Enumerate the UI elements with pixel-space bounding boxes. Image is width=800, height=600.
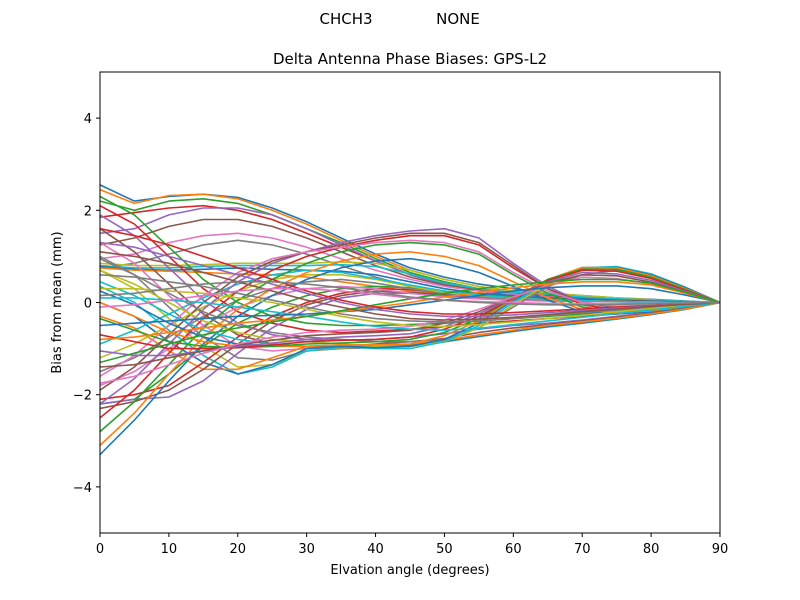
series-line xyxy=(100,266,720,348)
x-tick-label: 40 xyxy=(367,542,384,557)
series-line xyxy=(100,269,720,345)
x-tick-label: 80 xyxy=(643,542,660,557)
x-tick-label: 0 xyxy=(96,542,104,557)
series-line xyxy=(100,287,720,328)
y-axis: −4 −2 0 2 4 xyxy=(73,112,100,496)
series-line xyxy=(100,280,720,341)
radome-label: NONE xyxy=(436,10,480,28)
series-line xyxy=(100,227,720,315)
series-layer xyxy=(100,184,720,456)
series-line xyxy=(100,278,720,364)
series-line xyxy=(100,251,720,321)
series-line xyxy=(100,263,720,304)
y-tick-label: −4 xyxy=(73,481,92,496)
series-line xyxy=(100,285,720,327)
station-label: CHCH3 xyxy=(319,10,372,28)
series-line xyxy=(100,265,720,350)
series-line xyxy=(100,280,720,306)
x-tick-label: 20 xyxy=(230,542,247,557)
series-line xyxy=(100,269,720,350)
x-axis: 0 10 20 30 40 50 60 70 80 90 xyxy=(96,533,728,557)
series-line xyxy=(100,265,720,304)
series-line xyxy=(100,274,720,323)
y-tick-label: 4 xyxy=(84,112,92,127)
series-line xyxy=(100,268,720,349)
x-axis-label: Elvation angle (degrees) xyxy=(330,563,489,578)
series-line xyxy=(100,241,720,318)
series-line xyxy=(100,261,720,304)
series-line xyxy=(100,273,720,368)
y-axis-label: Bias from mean (mm) xyxy=(50,231,65,373)
x-tick-label: 10 xyxy=(161,542,178,557)
y-tick-label: 0 xyxy=(84,297,92,312)
series-line xyxy=(100,297,720,332)
series-line xyxy=(100,257,720,343)
series-line xyxy=(100,276,720,384)
x-tick-label: 70 xyxy=(574,542,591,557)
x-tick-label: 30 xyxy=(298,542,315,557)
x-tick-label: 50 xyxy=(436,542,453,557)
chart-title: Delta Antenna Phase Biases: GPS-L2 xyxy=(273,50,547,68)
y-tick-label: −2 xyxy=(73,389,92,404)
x-tick-label: 90 xyxy=(712,542,729,557)
y-tick-label: 2 xyxy=(84,204,92,219)
x-tick-label: 60 xyxy=(505,542,522,557)
